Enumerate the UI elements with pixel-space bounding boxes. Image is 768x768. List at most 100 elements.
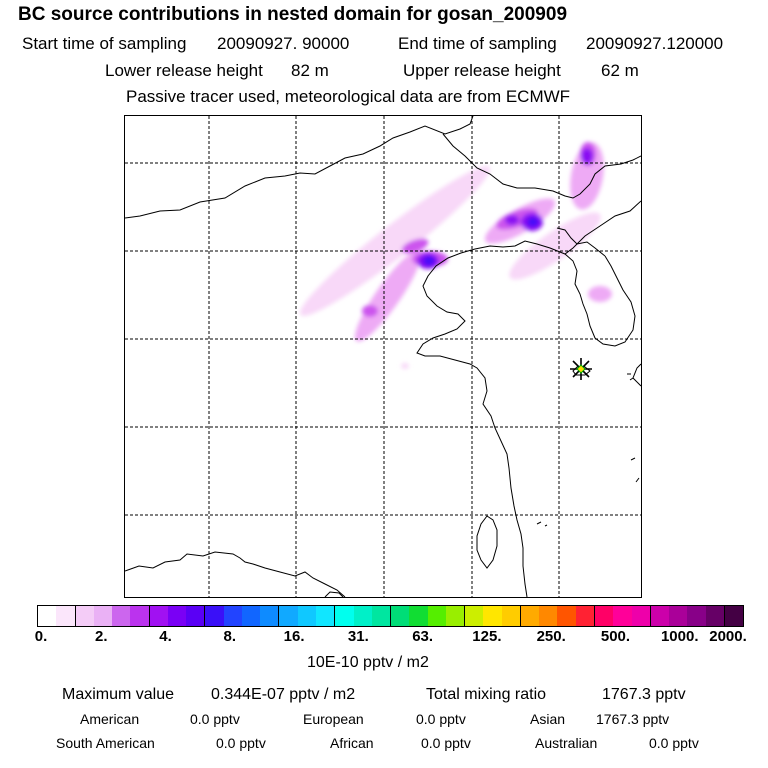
plume-layer <box>299 142 612 369</box>
colorbar-tick-label: 2000. <box>709 628 747 645</box>
colorbar-cell <box>353 606 372 626</box>
colorbar-tick-label: 1000. <box>660 628 699 645</box>
max-value: 0.344E-07 pptv / m2 <box>211 686 356 703</box>
border <box>125 551 346 597</box>
colorbar-cell <box>93 606 113 626</box>
colorbar-cell <box>483 606 502 626</box>
colorbar-cell <box>241 606 261 626</box>
max-value-label: Maximum value <box>62 686 175 703</box>
colorbar-tick-label: 250. <box>536 628 566 645</box>
colorbar-cell <box>56 606 76 626</box>
colorbar-tick-label: 500. <box>600 628 631 645</box>
plume-region <box>570 142 604 210</box>
colorbar-cell <box>445 606 466 626</box>
colorbar-cell <box>687 606 706 626</box>
total-mixing-value: 1767.3 pptv <box>602 686 686 703</box>
islands <box>536 373 640 527</box>
colorbar-cell <box>631 606 651 626</box>
region-value: 0.0 pptv <box>190 711 240 727</box>
start-time-label: Start time of sampling <box>22 34 187 53</box>
plume-region <box>588 286 612 302</box>
region-value: 0.0 pptv <box>416 711 466 727</box>
colorbar-tick-label: 0. <box>34 628 48 645</box>
colorbar-units: 10E-10 pptv / m2 <box>307 654 429 671</box>
start-time-value: 20090927. 90000 <box>217 34 350 53</box>
colorbar-cell <box>38 606 57 626</box>
plume-region <box>505 215 519 225</box>
region-name: Asian <box>530 711 566 727</box>
upper-release-value: 62 m <box>601 61 639 80</box>
map-panel <box>124 115 642 598</box>
colorbar-cell <box>335 606 354 626</box>
plume-region <box>354 250 422 342</box>
colorbar-cell <box>557 606 576 626</box>
region-name: Australian <box>535 735 598 751</box>
korea-coast <box>564 253 636 347</box>
region-value: 0.0 pptv <box>421 735 471 751</box>
colorbar-tick-label: 125. <box>472 628 502 645</box>
colorbar-cell <box>724 606 744 626</box>
colorbar-cell <box>260 606 280 626</box>
colorbar <box>37 605 744 627</box>
total-mixing-label: Total mixing ratio <box>426 686 547 703</box>
plume-region <box>527 217 539 227</box>
colorbar-cell <box>149 606 168 626</box>
plume-region <box>362 305 378 317</box>
region-value: 0.0 pptv <box>216 735 266 751</box>
border <box>125 116 474 219</box>
colorbar-tick-label: 31. <box>347 628 369 645</box>
map-canvas <box>125 116 641 597</box>
region-name: American <box>80 711 140 727</box>
colorbar-cell <box>520 606 540 626</box>
colorbar-cell <box>279 606 298 626</box>
colorbar-cell <box>705 606 725 626</box>
colorbar-cell <box>501 606 521 626</box>
plume-region <box>299 166 491 316</box>
end-time-value: 20090927.120000 <box>586 34 724 53</box>
colorbar-cell <box>650 606 670 626</box>
taiwan-coast <box>476 515 498 569</box>
colorbar-cell <box>575 606 595 626</box>
colorbar-tick-label: 63. <box>412 628 434 645</box>
hainan-coast <box>324 591 344 597</box>
colorbar-cell <box>223 606 242 626</box>
colorbar-cell <box>465 606 484 626</box>
region-value: 0.0 pptv <box>649 735 699 751</box>
colorbar-cell <box>669 606 688 626</box>
colorbar-tick-label: 4. <box>159 628 172 645</box>
plume-region <box>401 363 409 369</box>
colorbar-cell <box>371 606 392 626</box>
japan-coast <box>632 363 641 387</box>
colorbar-cell <box>130 606 150 626</box>
colorbar-cell <box>112 606 131 626</box>
upper-release-label: Upper release height <box>403 61 561 80</box>
colorbar-cell <box>409 606 428 626</box>
coastline <box>416 200 641 597</box>
region-name: South American <box>56 735 155 751</box>
colorbar-cell <box>167 606 187 626</box>
star-marker-icon <box>570 358 592 380</box>
coastline-layer <box>125 116 641 597</box>
colorbar-cell <box>613 606 632 626</box>
colorbar-cell <box>391 606 410 626</box>
colorbar-cell <box>75 606 94 626</box>
colorbar-cell <box>594 606 614 626</box>
figure-title: BC source contributions in nested domain… <box>18 4 568 25</box>
border <box>556 227 606 257</box>
lower-release-value: 82 m <box>291 61 329 80</box>
colorbar-cell <box>315 606 336 626</box>
lower-release-label: Lower release height <box>105 61 263 80</box>
plume-region <box>509 212 601 280</box>
colorbar-cell <box>427 606 446 626</box>
plume-region <box>581 148 593 164</box>
tracer-note: Passive tracer used, meteorological data… <box>126 87 571 106</box>
grid <box>125 116 641 597</box>
end-time-label: End time of sampling <box>398 34 557 53</box>
colorbar-cell <box>186 606 206 626</box>
region-name: European <box>303 711 364 727</box>
region-name: African <box>330 735 374 751</box>
region-value: 1767.3 pptv <box>596 711 670 727</box>
colorbar-cell <box>297 606 316 626</box>
colorbar-cell <box>539 606 558 626</box>
colorbar-tick-label: 16. <box>283 628 305 645</box>
